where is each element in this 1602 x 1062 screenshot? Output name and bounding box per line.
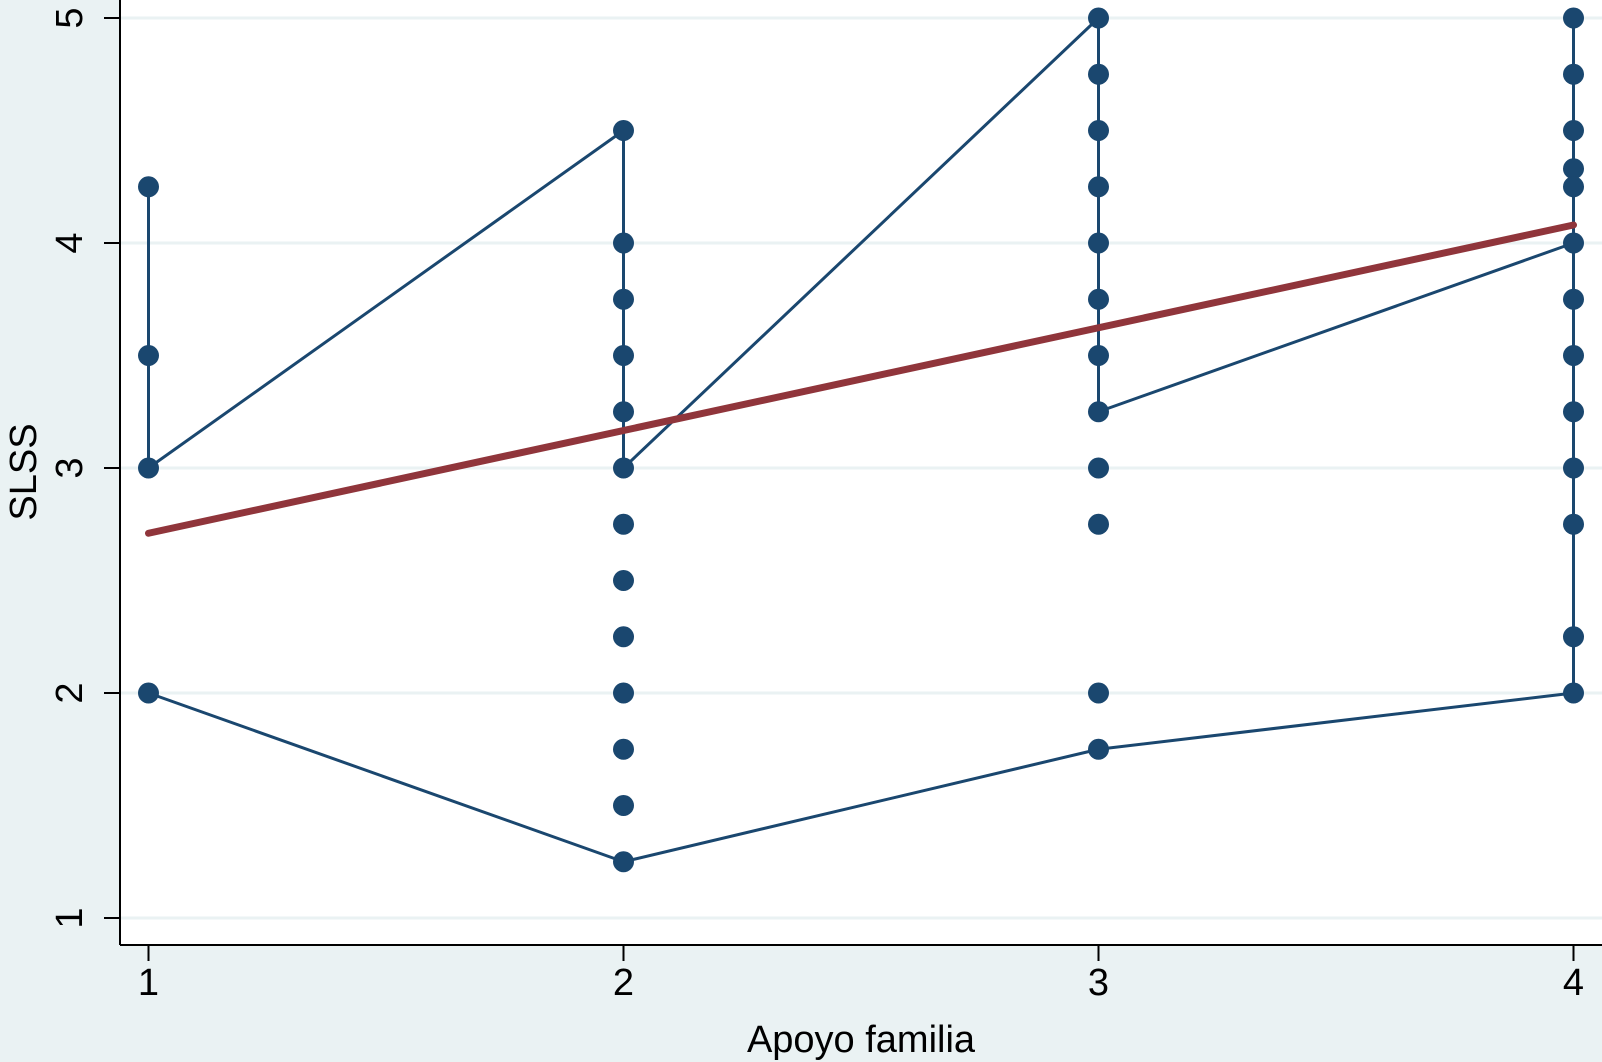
- grid-lines: [120, 16, 1602, 920]
- data-point: [1563, 176, 1584, 198]
- y-tick-label: 1: [49, 907, 91, 928]
- data-point: [613, 232, 634, 254]
- connected-series: [147, 16, 1575, 864]
- data-point: [613, 851, 634, 873]
- data-points: [138, 7, 1584, 873]
- data-point: [1563, 288, 1584, 310]
- x-axis-label: Apoyo familia: [747, 1019, 976, 1061]
- y-tick-label: 5: [49, 7, 91, 28]
- data-point: [613, 795, 634, 816]
- data-point: [1563, 457, 1584, 479]
- data-point: [1088, 7, 1109, 29]
- data-point: [613, 626, 634, 648]
- data-point: [1088, 120, 1109, 141]
- data-point: [613, 682, 634, 704]
- x-tick-label: 1: [138, 962, 159, 1004]
- data-point: [1563, 682, 1584, 704]
- fit-line: [145, 221, 1577, 537]
- data-point: [1563, 120, 1584, 141]
- x-tick-label: 2: [613, 962, 634, 1004]
- y-tick-label: 4: [49, 232, 91, 253]
- data-point: [613, 738, 634, 760]
- data-point: [1088, 345, 1109, 366]
- plot-area: [120, 0, 1602, 945]
- data-point: [613, 457, 634, 479]
- y-tick-label: 3: [49, 457, 91, 478]
- data-point: [1563, 158, 1584, 180]
- data-point: [1563, 232, 1584, 254]
- data-point: [138, 682, 159, 704]
- data-point: [1563, 513, 1584, 535]
- data-point: [1088, 457, 1109, 479]
- data-point: [138, 457, 159, 479]
- data-point: [1088, 682, 1109, 704]
- data-point: [613, 345, 634, 366]
- data-point: [1088, 176, 1109, 198]
- data-point: [1088, 513, 1109, 535]
- data-point: [1563, 626, 1584, 648]
- y-axis-ticks: 1 2 3 4 5: [49, 7, 120, 929]
- data-point: [613, 513, 634, 535]
- x-axis-ticks: 1 2 3 4: [138, 945, 1584, 1004]
- data-point: [1088, 401, 1109, 423]
- data-point: [1563, 345, 1584, 366]
- series-line: [147, 16, 1575, 864]
- x-tick-label: 3: [1088, 962, 1109, 1004]
- data-point: [613, 570, 634, 591]
- data-point: [1563, 401, 1584, 423]
- data-point: [1088, 738, 1109, 760]
- data-point: [613, 288, 634, 310]
- data-point: [1088, 232, 1109, 254]
- y-tick-label: 2: [49, 682, 91, 703]
- data-point: [138, 176, 159, 198]
- data-point: [138, 345, 159, 366]
- y-axis-label: SLSS: [3, 423, 45, 520]
- data-point: [1563, 63, 1584, 85]
- data-point: [613, 401, 634, 423]
- fit-line-group: [145, 221, 1577, 537]
- data-point: [1088, 288, 1109, 310]
- data-point: [1563, 7, 1584, 29]
- data-point: [613, 120, 634, 141]
- x-tick-label: 4: [1563, 962, 1584, 1004]
- data-point: [1088, 63, 1109, 85]
